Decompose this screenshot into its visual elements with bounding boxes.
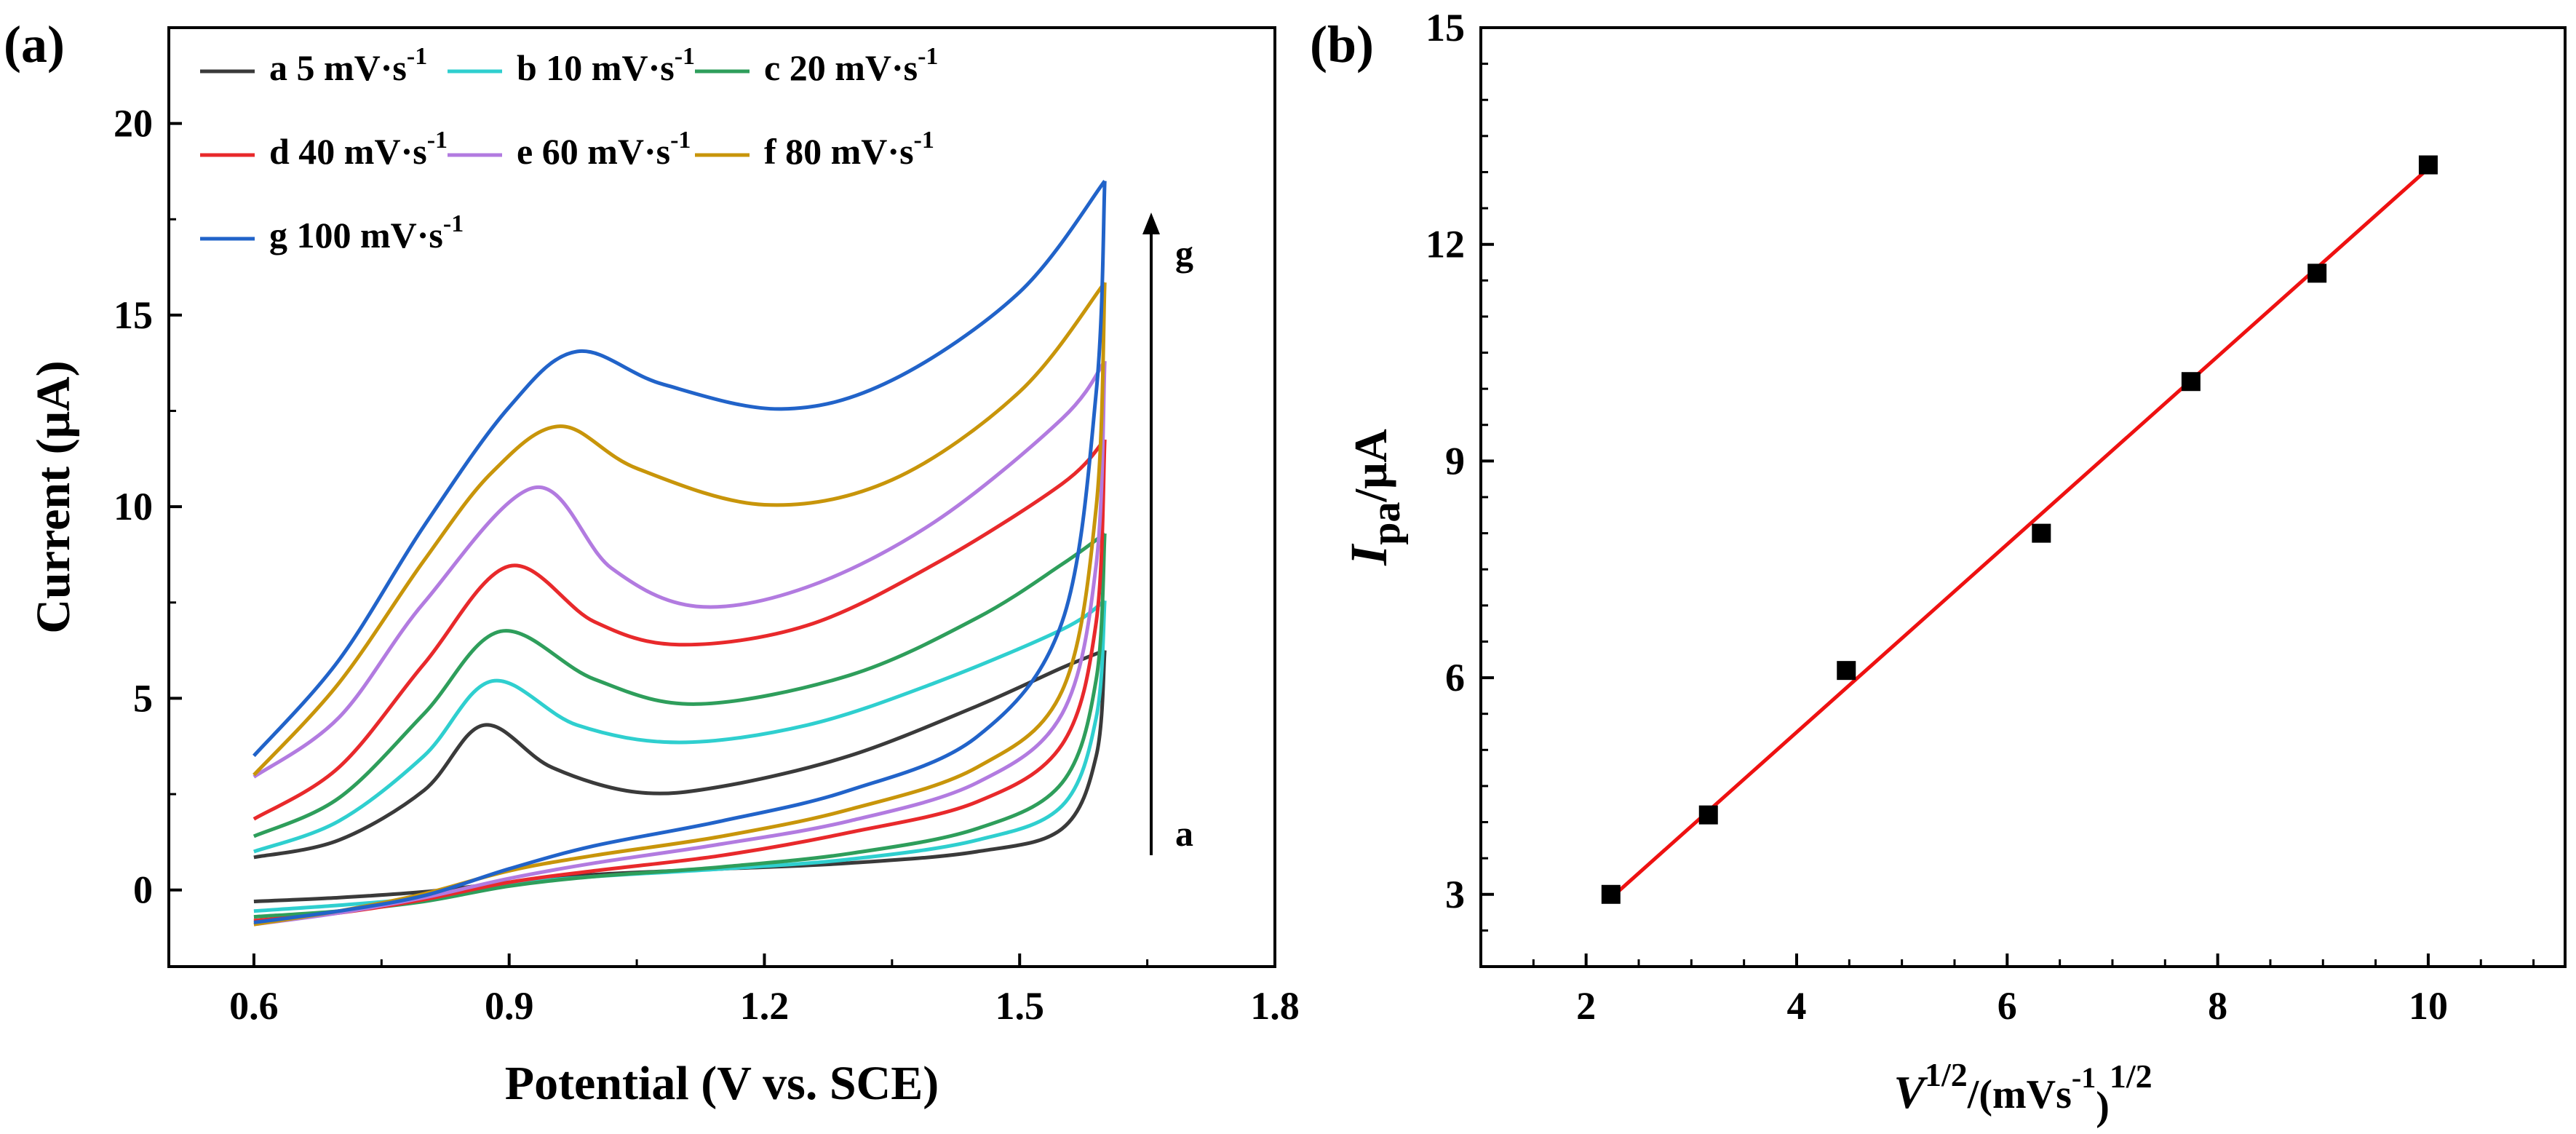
- legend-label: b 10 mV·s-1: [517, 43, 695, 88]
- legend-label: g 100 mV·s-1: [269, 210, 464, 255]
- y-label-sub: pa: [1364, 502, 1409, 545]
- a-y-tick-label: 20: [114, 102, 153, 146]
- a-x-tick-label: 1.5: [995, 984, 1044, 1028]
- cv-curve-40: [253, 438, 1107, 923]
- data-point: [2307, 263, 2327, 283]
- cv-cathodic-80: [253, 282, 1107, 927]
- scan-rate-arrowhead: [1142, 213, 1160, 234]
- cv-cathodic-5: [253, 650, 1107, 903]
- cv-anodic-20: [253, 531, 1106, 838]
- x-label-close: ): [2096, 1084, 2110, 1129]
- x-label-unit-exp: -1: [2072, 1061, 2096, 1094]
- cv-anodic-10: [253, 599, 1106, 854]
- b-x-tick-label: 8: [2208, 984, 2227, 1028]
- cv-cathodic-40: [253, 439, 1107, 923]
- cv-cathodic-100: [253, 181, 1107, 924]
- b-y-tick-label: 12: [1426, 223, 1465, 266]
- cv-anodic-5: [253, 649, 1106, 860]
- legend-label: d 40 mV·s-1: [269, 127, 448, 172]
- data-point: [2181, 372, 2201, 392]
- cv-anodic-40: [253, 438, 1107, 821]
- x-label-var: V: [1893, 1066, 1928, 1118]
- panel-a-x-axis-label: Potential (V vs. SCE): [505, 1057, 939, 1110]
- b-x-tick-label: 2: [1576, 984, 1596, 1028]
- panel-b-y-axis-label: Ipa/μA: [1340, 429, 1409, 566]
- legend-label: c 20 mV·s-1: [764, 43, 938, 88]
- data-point: [1837, 661, 1856, 681]
- b-x-tick-label: 6: [1997, 984, 2017, 1028]
- b-y-tick-label: 3: [1445, 873, 1465, 916]
- legend-label: f 80 mV·s-1: [764, 127, 934, 172]
- cv-cathodic-10: [253, 600, 1107, 913]
- cv-curve-60: [253, 360, 1107, 927]
- b-y-tick-label: 9: [1445, 439, 1465, 483]
- cv-cathodic-60: [253, 360, 1107, 927]
- x-label-unit: /(mVs: [1967, 1072, 2072, 1117]
- cv-curve-10: [253, 599, 1107, 913]
- data-point: [1601, 884, 1621, 904]
- panel-a-cv-chart: (a) 0.6 0.9 1.2 1.5 1.8 0 5 10 15 20 Potential (V…: [4, 15, 1300, 1110]
- a-y-tick-label: 5: [133, 676, 153, 720]
- cv-anodic-80: [253, 281, 1107, 777]
- x-label-exp: 1/2: [1925, 1056, 1968, 1093]
- y-label-var: I: [1340, 543, 1398, 566]
- panel-a-plot-frame: [167, 26, 1276, 968]
- legend-label: e 60 mV·s-1: [517, 127, 691, 172]
- linear-fit-line: [1610, 167, 2430, 900]
- cv-anodic-100: [253, 180, 1107, 758]
- cv-anodic-60: [253, 360, 1107, 779]
- data-point: [2032, 523, 2051, 543]
- panel-b-plot-frame: [1479, 26, 2567, 968]
- arrow-label-top: g: [1175, 233, 1193, 274]
- a-y-tick-label: 0: [133, 868, 153, 912]
- legend-item-60: e 60 mV·s-1: [448, 127, 691, 172]
- panel-a-label: (a): [4, 15, 65, 74]
- b-x-tick-label: 4: [1786, 984, 1806, 1028]
- legend-item-80: f 80 mV·s-1: [695, 127, 934, 172]
- cv-curve-5: [253, 649, 1107, 903]
- panel-b-x-axis-label: V1/2/(mVs-1)1/2: [1893, 1056, 2152, 1129]
- arrow-label-bottom: a: [1175, 813, 1193, 854]
- a-x-tick-label: 0.9: [485, 984, 534, 1028]
- legend-item-10: b 10 mV·s-1: [448, 43, 695, 88]
- panel-a-legend: a 5 mV·s-1 b 10 mV·s-1 c 20 mV·s-1 d 40 mV·…: [200, 43, 938, 255]
- y-label-unit: /μA: [1345, 429, 1396, 502]
- legend-item-40: d 40 mV·s-1: [200, 127, 448, 172]
- b-y-tick-label: 15: [1426, 6, 1465, 49]
- legend-item-20: c 20 mV·s-1: [695, 43, 938, 88]
- cv-curve-100: [253, 180, 1107, 924]
- panel-a-y-axis-label: Current (μA): [27, 360, 80, 633]
- b-x-tick-label: 10: [2409, 984, 2448, 1028]
- panel-b-label: (b): [1310, 15, 1374, 74]
- b-y-tick-label: 6: [1445, 656, 1465, 699]
- legend-label: a 5 mV·s-1: [269, 43, 427, 88]
- a-x-tick-label: 1.2: [740, 984, 790, 1028]
- a-y-tick-label: 10: [114, 485, 153, 528]
- x-label-close-exp: 1/2: [2110, 1058, 2152, 1095]
- legend-item-5: a 5 mV·s-1: [200, 43, 427, 88]
- legend-item-100: g 100 mV·s-1: [200, 210, 464, 255]
- a-x-tick-label: 1.8: [1250, 984, 1300, 1028]
- a-y-tick-label: 15: [114, 293, 153, 337]
- a-x-tick-label: 0.6: [229, 984, 279, 1028]
- data-point: [2418, 155, 2438, 175]
- data-point: [1698, 805, 1718, 825]
- cv-curve-80: [253, 281, 1107, 927]
